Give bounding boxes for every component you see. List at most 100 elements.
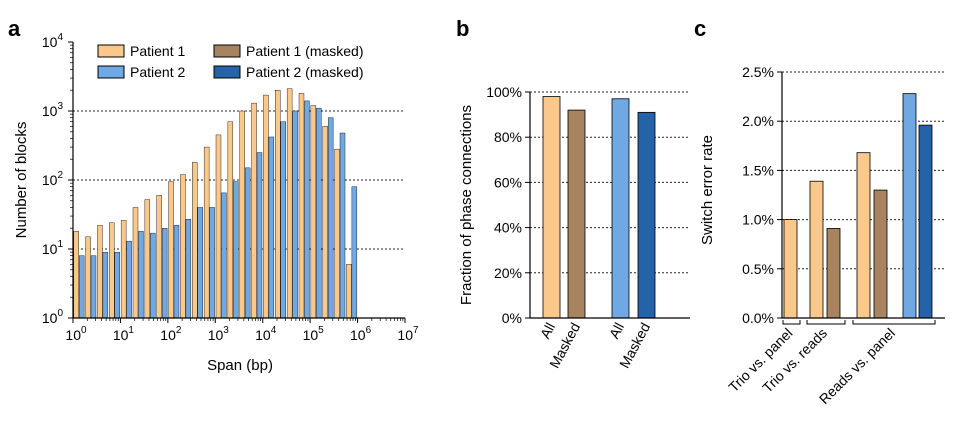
bar-patient1 bbox=[203, 146, 210, 319]
y-tick-label: 1.5% bbox=[742, 162, 774, 178]
bar-patient1 bbox=[346, 264, 352, 319]
bar-patient1 bbox=[856, 152, 871, 319]
bar-patient1 bbox=[156, 195, 162, 319]
y-tick-label: 104 bbox=[42, 32, 64, 50]
group-bracket bbox=[782, 320, 801, 325]
group-bracket bbox=[852, 320, 936, 325]
bar-patient1 bbox=[120, 220, 127, 319]
y-tick-label: 0% bbox=[502, 310, 522, 326]
bar-patient1 bbox=[783, 219, 798, 319]
x-tick-label: 100 bbox=[65, 325, 87, 343]
bar-all bbox=[611, 98, 630, 319]
x-tick-label-all: All bbox=[606, 320, 627, 341]
bar-patient2 bbox=[173, 225, 180, 319]
bar-patient2 bbox=[902, 93, 917, 319]
bar-patient2 bbox=[78, 255, 85, 319]
bar-patient1 bbox=[227, 121, 234, 319]
bar-patient1 bbox=[239, 110, 245, 319]
bar-patient1 bbox=[263, 94, 269, 319]
x-tick-label: 102 bbox=[160, 325, 182, 343]
legend-swatch-patient1-masked bbox=[213, 44, 241, 58]
panel-a-letter: a bbox=[8, 16, 21, 41]
panel-a-ylabel: Number of blocks bbox=[13, 122, 30, 239]
bar-patient1-masked bbox=[826, 228, 841, 319]
legend-swatch-patient2 bbox=[97, 65, 125, 79]
x-tick-label: 105 bbox=[303, 325, 325, 343]
panel-c-bar-chart: 0.0% 0.5% 1.0% 1.5% 2.0% 2.5% Trio vs. panelT… bbox=[699, 64, 945, 407]
bar-patient1 bbox=[192, 162, 198, 319]
legend-label-patient2-masked: Patient 2 (masked) bbox=[246, 64, 364, 80]
bar-patient2 bbox=[256, 152, 263, 319]
panel-c-ylabel: Switch error rate bbox=[699, 135, 716, 245]
bar-patient1 bbox=[251, 102, 257, 319]
x-tick-label: 103 bbox=[208, 325, 230, 343]
panel-c-letter: c bbox=[694, 16, 706, 41]
y-tick-label: 80% bbox=[494, 129, 522, 145]
y-tick-label: 102 bbox=[42, 170, 64, 188]
panel-b-ylabel: Fraction of phase connections bbox=[458, 105, 475, 305]
panel-c-bars bbox=[783, 93, 933, 319]
panel-b-axes: 0% 20% 40% 60% 80% 100% bbox=[486, 84, 690, 326]
bar-patient2 bbox=[221, 192, 227, 319]
x-tick-label: 106 bbox=[350, 325, 372, 343]
x-tick-label: 107 bbox=[397, 325, 419, 343]
y-tick-label: 100% bbox=[486, 84, 522, 100]
bar-patient1 bbox=[180, 174, 186, 319]
y-tick-label: 0.0% bbox=[742, 310, 774, 326]
y-tick-label: 101 bbox=[42, 239, 64, 257]
bar-patient1 bbox=[334, 148, 340, 319]
bar-masked bbox=[567, 109, 586, 319]
bar-patient2 bbox=[197, 207, 203, 319]
panel-b-bars bbox=[542, 96, 656, 319]
bar-patient2 bbox=[280, 121, 286, 319]
x-tick-label: 104 bbox=[255, 325, 277, 343]
panel-a-axes: 100 101 102 103 104 100 101 102 103 104 105 106 107 bbox=[42, 32, 419, 343]
bar-patient2 bbox=[233, 181, 239, 319]
y-tick-label: 100 bbox=[42, 308, 64, 326]
bar-patient1 bbox=[97, 225, 103, 319]
bar-patient2-masked bbox=[918, 124, 933, 319]
bar-patient1 bbox=[298, 93, 305, 319]
bar-patient1 bbox=[168, 181, 174, 319]
panel-a-legend: Patient 1 Patient 2 Patient 1 (masked) P… bbox=[97, 43, 364, 80]
legend-swatch-patient1 bbox=[97, 44, 125, 58]
bar-patient1 bbox=[310, 105, 317, 319]
y-tick-label: 40% bbox=[494, 220, 522, 236]
panel-a-xlabel: Span (bp) bbox=[207, 357, 273, 374]
y-tick-label: 103 bbox=[42, 101, 64, 119]
bar-patient1 bbox=[215, 134, 222, 319]
bar-patient2 bbox=[327, 117, 334, 319]
panel-a-bars bbox=[73, 88, 358, 319]
bar-patient2 bbox=[138, 231, 144, 319]
bar-patient1 bbox=[73, 231, 79, 319]
bar-masked bbox=[637, 111, 656, 319]
bar-patient1 bbox=[85, 236, 91, 319]
bar-patient1 bbox=[809, 180, 824, 319]
bar-patient2 bbox=[351, 186, 358, 319]
legend-label-patient2: Patient 2 bbox=[130, 64, 185, 80]
x-tick-label: 101 bbox=[113, 325, 135, 343]
bar-patient2 bbox=[268, 136, 275, 319]
bar-patient2 bbox=[339, 132, 346, 319]
y-tick-label: 60% bbox=[494, 174, 522, 190]
y-tick-label: 2.5% bbox=[742, 64, 774, 80]
bar-patient1 bbox=[275, 90, 281, 319]
panel-b-gridlines bbox=[530, 91, 690, 274]
bar-patient2 bbox=[316, 107, 322, 319]
bar-patient2 bbox=[292, 110, 298, 319]
y-tick-label: 20% bbox=[494, 265, 522, 281]
bar-patient2 bbox=[114, 251, 120, 319]
bar-patient1 bbox=[286, 88, 293, 319]
bar-patient2 bbox=[161, 228, 168, 319]
x-tick-label-all: All bbox=[537, 320, 558, 341]
legend-label-patient1: Patient 1 bbox=[130, 43, 185, 59]
bar-patient2 bbox=[209, 207, 215, 319]
panel-c-axes: 0.0% 0.5% 1.0% 1.5% 2.0% 2.5% bbox=[742, 64, 945, 326]
bar-all bbox=[542, 96, 561, 319]
bar-patient1 bbox=[322, 126, 328, 319]
